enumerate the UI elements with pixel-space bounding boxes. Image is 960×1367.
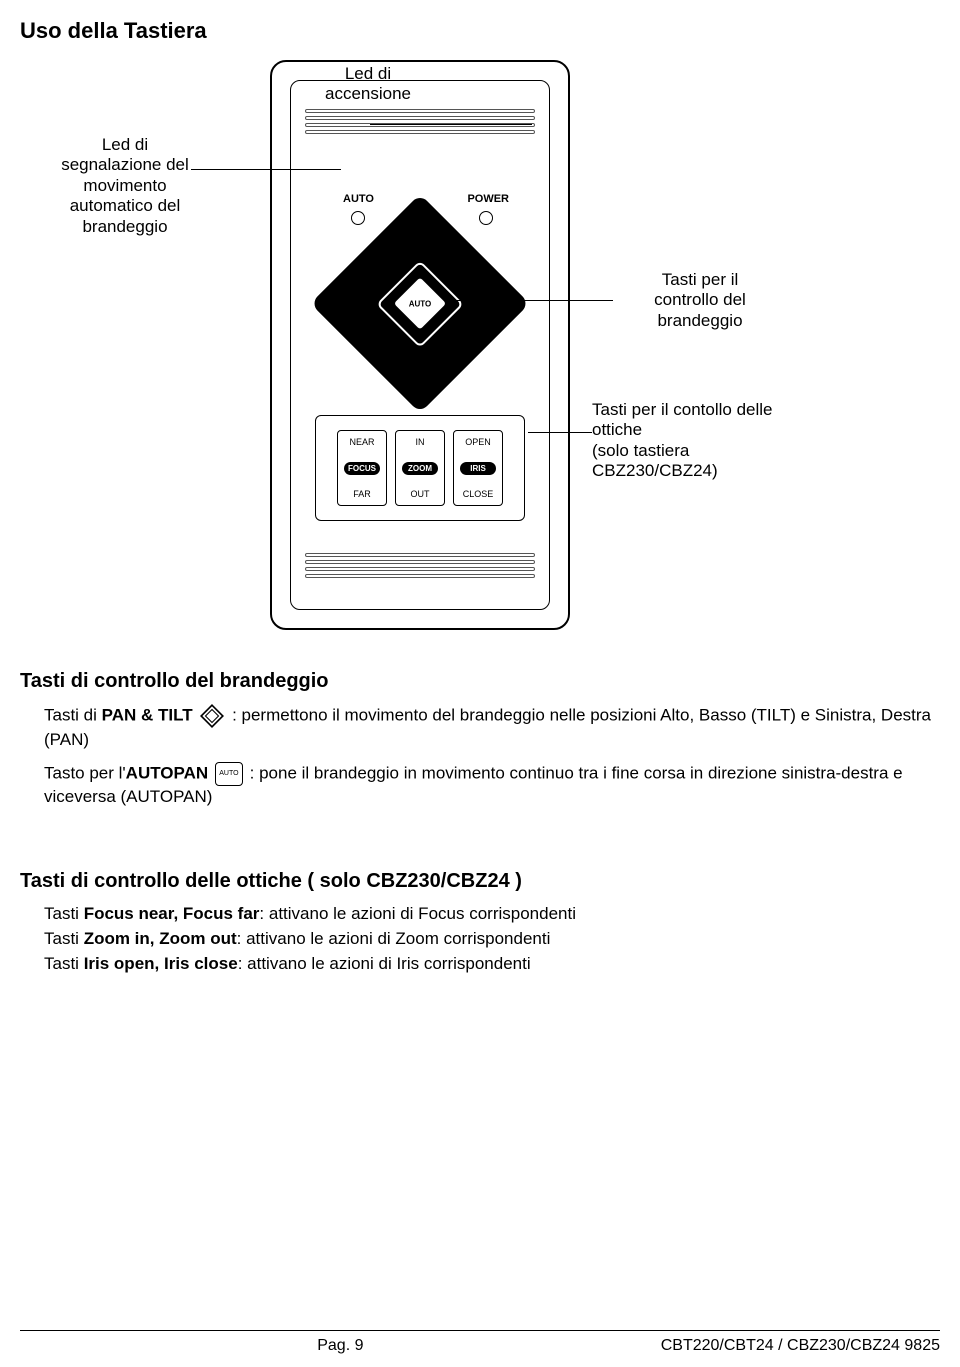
label-power: POWER (467, 193, 509, 205)
text: : attivano le azioni di Zoom corrisponde… (237, 929, 551, 948)
paragraph-iris: Tasti Iris open, Iris close: attivano le… (44, 953, 940, 976)
label-close: CLOSE (463, 489, 494, 499)
auto-icon: AUTO (215, 762, 243, 786)
zoom-button[interactable]: IN ZOOM OUT (395, 430, 445, 506)
label-out: OUT (411, 489, 430, 499)
text: Tasti (44, 954, 84, 973)
callout-auto-led: Led di segnalazione del movimento automa… (20, 135, 230, 237)
keypad-device: AUTO POWER AUTO NEAR FOCUS FAR IN Z (270, 60, 570, 630)
section-ottiche: Tasti di controllo delle ottiche ( solo … (20, 870, 940, 978)
pan-tilt-icon (199, 703, 225, 729)
footer-divider (20, 1330, 940, 1331)
text-bold: AUTOPAN (126, 763, 209, 782)
label-iris: IRIS (460, 462, 496, 475)
speaker-grille-top (305, 109, 535, 137)
page-footer: Pag. 9 CBT220/CBT24 / CBZ230/CBZ24 9825 (20, 1337, 940, 1355)
speaker-grille-bottom (305, 553, 535, 581)
led-auto (351, 211, 365, 225)
led-power (479, 211, 493, 225)
label-in: IN (416, 437, 425, 447)
callout-power-led: Led di accensione (308, 64, 428, 105)
text: Tasti (44, 929, 84, 948)
text-bold: Iris open, Iris close (84, 954, 238, 973)
auto-button-label: AUTO (409, 299, 432, 308)
label-near: NEAR (349, 437, 374, 447)
page-title: Uso della Tastiera (20, 18, 207, 44)
text-bold: PAN & TILT (102, 705, 193, 724)
text-bold: Focus near, Focus far (84, 904, 260, 923)
text: : attivano le azioni di Focus corrispond… (259, 904, 576, 923)
focus-button[interactable]: NEAR FOCUS FAR (337, 430, 387, 506)
paragraph-zoom: Tasti Zoom in, Zoom out: attivano le azi… (44, 928, 940, 951)
section-heading: Tasti di controllo del brandeggio (20, 670, 940, 693)
leader-line (528, 432, 592, 433)
leader-line (445, 300, 613, 301)
text: Tasto per l' (44, 763, 126, 782)
label-focus: FOCUS (344, 462, 380, 475)
paragraph-autopan: Tasto per l'AUTOPAN AUTO : pone il brand… (44, 762, 940, 809)
label-zoom: ZOOM (402, 462, 438, 475)
text: : attivano le azioni di Iris corrisponde… (238, 954, 531, 973)
text: Tasti (44, 904, 84, 923)
section-brandeggio: Tasti di controllo del brandeggio Tasti … (20, 670, 940, 819)
text-bold: Zoom in, Zoom out (84, 929, 237, 948)
footer-page: Pag. 9 (317, 1337, 363, 1355)
keypad-inner: AUTO POWER AUTO NEAR FOCUS FAR IN Z (290, 80, 550, 610)
leader-line (191, 169, 341, 170)
leader-line (370, 124, 532, 125)
callout-optics: Tasti per il contollo delle ottiche (sol… (592, 400, 960, 482)
section-heading: Tasti di controllo delle ottiche ( solo … (20, 870, 940, 893)
label-auto: AUTO (343, 193, 374, 205)
text: Tasti di (44, 705, 102, 724)
paragraph-pan-tilt: Tasti di PAN & TILT : permettono il movi… (44, 703, 940, 752)
callout-pan-tilt: Tasti per il controllo del brandeggio (610, 270, 790, 331)
optics-panel: NEAR FOCUS FAR IN ZOOM OUT OPEN IRIS CLO… (315, 415, 525, 521)
iris-button[interactable]: OPEN IRIS CLOSE (453, 430, 503, 506)
paragraph-focus: Tasti Focus near, Focus far: attivano le… (44, 903, 940, 926)
label-open: OPEN (465, 437, 491, 447)
footer-model: CBT220/CBT24 / CBZ230/CBZ24 9825 (661, 1337, 940, 1355)
label-far: FAR (353, 489, 371, 499)
pan-tilt-pad[interactable]: AUTO (343, 226, 498, 381)
